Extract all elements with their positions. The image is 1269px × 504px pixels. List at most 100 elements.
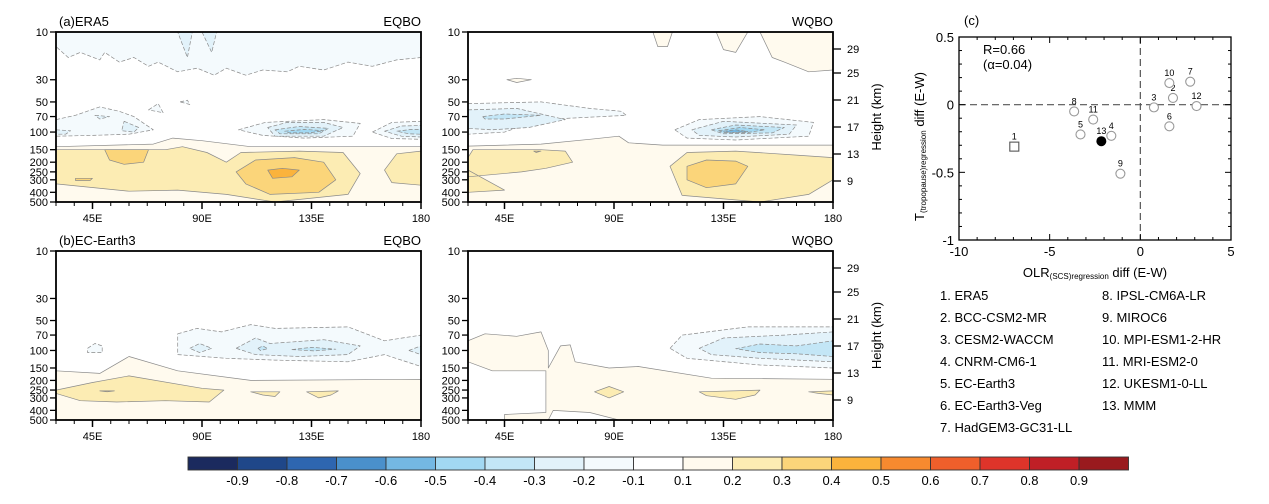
legend-item: 9. MIROC6 <box>1102 310 1167 325</box>
height-tick-label: 17 <box>847 341 859 353</box>
colorbar-label: 0.5 <box>872 473 890 488</box>
scatter-point-label: 6 <box>1167 111 1172 121</box>
colorbar-box <box>435 456 486 471</box>
y-tick-label: 400 <box>442 187 460 199</box>
y-tick-label: 100 <box>30 345 48 357</box>
x-tick-label: 45E <box>495 213 515 225</box>
y-tick-label: 50 <box>448 97 460 109</box>
scatter-point-label: 11 <box>1089 105 1098 115</box>
colorbar-label: 0.6 <box>921 473 939 488</box>
y-tick-label: 400 <box>30 187 48 199</box>
correlation-annotation: R=0.66 <box>983 42 1025 57</box>
colorbar-box <box>237 456 288 471</box>
y-tick-label: 70 <box>36 112 48 124</box>
x-tick-label: 135E <box>299 431 325 443</box>
y-tick-label: 300 <box>30 175 48 187</box>
height-tick-label: 21 <box>847 314 859 326</box>
scatter-point <box>1075 129 1086 140</box>
panel-title-right: WQBO <box>792 14 833 29</box>
contour-region <box>715 32 749 53</box>
scatter-point <box>1088 114 1099 125</box>
y-tick-label: 200 <box>442 157 460 169</box>
colorbar-box <box>880 456 931 471</box>
contour-region <box>148 103 164 114</box>
scatter-point-label: 10 <box>1164 68 1174 78</box>
legend-item: 13. MMM <box>1102 398 1156 413</box>
panel-label: (c) <box>964 13 979 28</box>
colorbar-label: 0.9 <box>1070 473 1088 488</box>
colorbar-box <box>286 456 337 471</box>
colorbar-label: 0.3 <box>773 473 791 488</box>
y-axis-label-rest: diff (E-W) <box>912 72 927 130</box>
panel-title-right: EQBO <box>383 233 421 248</box>
scatter-point <box>1164 121 1175 132</box>
x-tick-label: 180 <box>412 431 430 443</box>
contour-region <box>250 391 281 397</box>
contour-region <box>306 390 339 399</box>
height-tick-label: 9 <box>847 176 853 188</box>
colorbar-label: 0.7 <box>971 473 989 488</box>
y-tick-label: -1 <box>942 233 954 248</box>
scatter-point-label: 12 <box>1192 91 1202 101</box>
scatter-point-label: 7 <box>1188 67 1193 77</box>
colorbar-box <box>385 456 436 471</box>
y-tick-label: 300 <box>442 393 460 405</box>
x-tick-label: 0 <box>1137 244 1144 259</box>
y-tick-label: 10 <box>36 246 48 258</box>
contour-region <box>482 113 542 120</box>
height-tick-label: 9 <box>847 395 853 407</box>
height-tick-label: 29 <box>847 263 859 275</box>
scatter-point <box>1009 141 1020 152</box>
legend-item: 4. CNRM-CM6-1 <box>940 354 1037 369</box>
legend-item: 10. MPI-ESM1-2-HR <box>1102 332 1221 347</box>
x-tick-label: 135E <box>711 213 737 225</box>
colorbar-label: 0.2 <box>723 473 741 488</box>
y-tick-label: 10 <box>448 27 460 39</box>
y-tick-label: 100 <box>442 127 460 139</box>
legend-item: 1. ERA5 <box>940 288 988 303</box>
scatter-point-label: 8 <box>1072 96 1077 106</box>
contour-region <box>468 149 573 193</box>
scatter-point-label: 5 <box>1078 119 1083 129</box>
contour-region <box>284 129 325 134</box>
x-tick-label: 180 <box>412 213 430 225</box>
colorbar-label: 0.1 <box>674 473 692 488</box>
y-tick-label: 100 <box>442 345 460 357</box>
contour-region <box>594 386 625 399</box>
x-tick-label: 5 <box>1227 244 1234 259</box>
y-tick-label: 100 <box>30 127 48 139</box>
scatter-point <box>1096 136 1107 147</box>
x-tick-label: 90E <box>192 431 212 443</box>
y-tick-label: 150 <box>30 363 48 375</box>
legend-item: 7. HadGEM3-GC31-LL <box>940 420 1072 435</box>
colorbar-label: -0.2 <box>573 473 595 488</box>
contour-region <box>56 129 71 135</box>
colorbar-box <box>583 456 634 471</box>
scatter-point <box>1115 168 1126 179</box>
y-tick-label: 500 <box>442 415 460 427</box>
panel-label: (b)EC-Earth3 <box>59 233 136 248</box>
contour-region <box>75 177 93 181</box>
colorbar-box <box>1029 456 1080 471</box>
contour-region <box>384 150 421 186</box>
contour-region <box>267 167 300 179</box>
contour-region <box>652 32 673 47</box>
contour-region <box>56 32 421 76</box>
x-axis-label-main: OLR <box>1023 265 1050 280</box>
contour-region <box>533 150 542 153</box>
y-tick-label: 30 <box>448 75 460 87</box>
contour-region <box>506 77 532 83</box>
contour-region <box>177 32 193 58</box>
contour-region <box>396 129 421 135</box>
y-tick-label: 70 <box>36 330 48 342</box>
scatter-point-label: 1 <box>1012 132 1017 142</box>
scatter-point-label: 2 <box>1170 83 1175 93</box>
panel-title-right: WQBO <box>792 233 833 248</box>
contour-region <box>257 345 269 351</box>
height-axis-label: Height (km) <box>869 302 884 369</box>
panel-title-right: EQBO <box>383 14 421 29</box>
scatter-point <box>1164 77 1175 89</box>
y-tick-label: 0.5 <box>936 30 954 45</box>
